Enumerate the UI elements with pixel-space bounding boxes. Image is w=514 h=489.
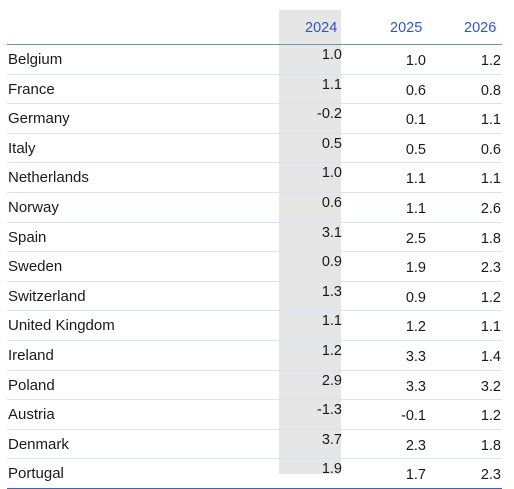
value-2024: 1.1 — [321, 313, 342, 330]
value-2026: 2.3 — [480, 260, 501, 277]
value-2026: 1.4 — [480, 348, 501, 365]
value-2025: 1.1 — [405, 171, 426, 188]
value-2025: 3.3 — [405, 378, 426, 395]
value-2026: 1.2 — [480, 289, 501, 306]
value-2024: 0.9 — [321, 254, 342, 271]
highlighted-column-2024 — [279, 10, 341, 474]
country-name: Poland — [8, 376, 55, 394]
country-name: Denmark — [8, 435, 69, 453]
country-name: Spain — [8, 228, 47, 246]
table-row: Austria -1.3 -0.1 1.2 — [7, 400, 502, 430]
value-2024: 1.9 — [321, 461, 342, 478]
country-name: Italy — [8, 139, 36, 157]
table-row: Portugal 1.9 1.7 2.3 — [7, 459, 502, 489]
value-2025: 2.5 — [405, 230, 426, 247]
table-row: United Kingdom 1.1 1.2 1.1 — [7, 311, 502, 341]
country-name: Netherlands — [8, 169, 89, 187]
value-2026: 2.6 — [480, 200, 501, 217]
table-row: Poland 2.9 3.3 3.2 — [7, 371, 502, 401]
table-row: Norway 0.6 1.1 2.6 — [7, 193, 502, 223]
column-header-2025: 2025 — [390, 20, 423, 36]
value-2025: 0.1 — [405, 112, 426, 129]
country-name: United Kingdom — [8, 317, 115, 335]
value-2026: 3.2 — [480, 378, 501, 395]
country-name: Ireland — [8, 346, 54, 364]
forecast-table: 2024 2025 2026 Belgium 1.0 1.0 1.2 France 1.1… — [7, 10, 502, 489]
value-2024: 1.0 — [321, 165, 342, 182]
value-2024: 1.1 — [321, 76, 342, 93]
value-2026: 0.8 — [480, 82, 501, 99]
table-row: Italy 0.5 0.5 0.6 — [7, 134, 502, 164]
table-body: Belgium 1.0 1.0 1.2 France 1.1 0.6 0.8 Germany -0… — [7, 45, 502, 489]
value-2026: 1.8 — [480, 230, 501, 247]
value-2026: 1.1 — [480, 112, 501, 129]
country-name: Sweden — [8, 258, 63, 276]
table-row: Belgium 1.0 1.0 1.2 — [7, 45, 502, 75]
country-name: Norway — [8, 198, 59, 216]
value-2024: 3.1 — [321, 224, 342, 241]
value-2025: 0.5 — [405, 141, 426, 158]
country-name: Belgium — [8, 51, 63, 68]
value-2024: 3.7 — [321, 431, 342, 448]
value-2025: 1.7 — [405, 467, 426, 484]
value-2026: 1.1 — [480, 319, 501, 336]
value-2025: 1.9 — [405, 260, 426, 277]
column-header-2024: 2024 — [305, 20, 338, 36]
table-row: Sweden 0.9 1.9 2.3 — [7, 252, 502, 282]
value-2024: 1.3 — [321, 283, 342, 300]
table-row: France 1.1 0.6 0.8 — [7, 75, 502, 105]
value-2026: 0.6 — [480, 141, 501, 158]
table-header: 2024 2025 2026 — [7, 10, 502, 45]
value-2024: 0.5 — [321, 135, 342, 152]
value-2025: -0.1 — [401, 408, 426, 425]
country-name: Austria — [8, 406, 55, 424]
value-2025: 0.6 — [405, 82, 426, 99]
table-row: Switzerland 1.3 0.9 1.2 — [7, 282, 502, 312]
table-row: Ireland 1.2 3.3 1.4 — [7, 341, 502, 371]
table-row: Germany -0.2 0.1 1.1 — [7, 104, 502, 134]
value-2026: 2.3 — [480, 467, 501, 484]
value-2024: 0.6 — [321, 194, 342, 211]
table-row: Netherlands 1.0 1.1 1.1 — [7, 163, 502, 193]
value-2024: 2.9 — [321, 372, 342, 389]
value-2026: 1.8 — [480, 437, 501, 454]
column-header-2026: 2026 — [464, 20, 497, 36]
value-2025: 0.9 — [405, 289, 426, 306]
value-2025: 1.0 — [405, 53, 426, 69]
value-2025: 3.3 — [405, 348, 426, 365]
value-2025: 1.2 — [405, 319, 426, 336]
value-2025: 2.3 — [405, 437, 426, 454]
value-2025: 1.1 — [405, 200, 426, 217]
value-2026: 1.2 — [480, 53, 501, 69]
value-2026: 1.1 — [480, 171, 501, 188]
country-name: Portugal — [8, 465, 64, 483]
value-2024: 1.0 — [321, 47, 342, 63]
value-2026: 1.2 — [480, 408, 501, 425]
table-row: Spain 3.1 2.5 1.8 — [7, 223, 502, 253]
country-name: France — [8, 80, 55, 98]
value-2024: -1.3 — [317, 402, 342, 419]
value-2024: 1.2 — [321, 342, 342, 359]
country-name: Switzerland — [8, 287, 86, 305]
table-row: Denmark 3.7 2.3 1.8 — [7, 430, 502, 460]
country-name: Germany — [8, 110, 70, 128]
value-2024: -0.2 — [317, 106, 342, 123]
